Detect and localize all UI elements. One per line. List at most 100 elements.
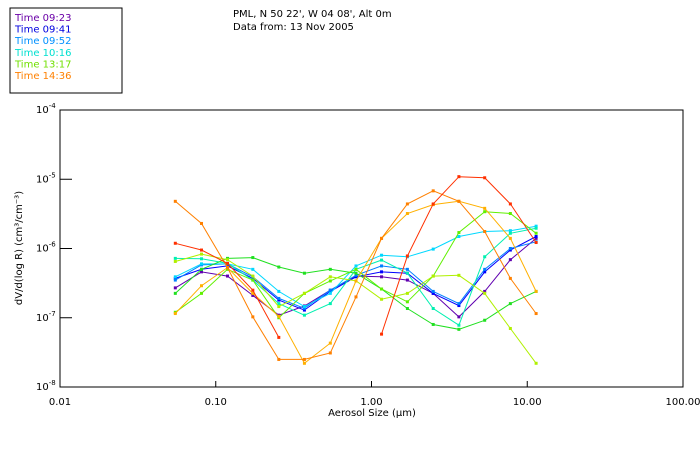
data-point: [354, 295, 358, 299]
data-point: [508, 302, 512, 306]
data-point: [328, 267, 332, 271]
x-axis-label: Aerosol Size (µm): [328, 408, 416, 419]
y-tick-exponent: -4: [49, 102, 57, 110]
data-point: [431, 291, 435, 295]
y-tick-exponent: -6: [49, 241, 57, 249]
data-point: [508, 202, 512, 206]
data-point: [508, 231, 512, 235]
data-point: [380, 258, 384, 262]
legend-entry: Time 14:36: [14, 71, 71, 82]
data-point: [277, 298, 281, 302]
data-point: [457, 323, 461, 327]
data-point: [405, 254, 409, 258]
data-point: [534, 231, 538, 235]
y-tick-exponent: -8: [49, 379, 56, 387]
x-tick-label: 0.10: [205, 397, 227, 408]
data-point: [405, 278, 409, 282]
data-point: [251, 267, 255, 271]
data-point: [199, 270, 203, 274]
data-point: [431, 189, 435, 193]
y-tick-base: 10: [36, 382, 49, 393]
data-point: [173, 199, 177, 203]
data-point: [251, 315, 255, 319]
data-point: [457, 304, 461, 308]
data-point: [457, 273, 461, 277]
data-point: [431, 247, 435, 251]
legend-entry: Time 10:16: [14, 48, 71, 59]
data-point: [354, 271, 358, 275]
data-point: [405, 300, 409, 304]
data-point: [251, 256, 255, 260]
header-date: Data from: 13 Nov 2005: [233, 22, 354, 33]
y-tick-exponent: -5: [49, 171, 56, 179]
data-point: [534, 226, 538, 230]
data-point: [405, 212, 409, 216]
data-point: [277, 305, 281, 309]
data-point: [328, 291, 332, 295]
data-point: [431, 274, 435, 278]
data-point: [534, 241, 538, 245]
data-point: [199, 257, 203, 261]
data-point: [277, 314, 281, 318]
data-point: [173, 241, 177, 245]
data-point: [483, 229, 487, 233]
legend-entry: Time 09:52: [14, 36, 71, 47]
data-point: [302, 361, 306, 365]
data-point: [173, 276, 177, 280]
data-point: [483, 267, 487, 271]
x-tick-label: 100.00: [666, 397, 700, 408]
data-point: [457, 175, 461, 179]
data-point: [173, 291, 177, 295]
data-point: [302, 308, 306, 312]
data-point: [534, 235, 538, 239]
y-tick-base: 10: [36, 313, 49, 324]
data-point: [483, 176, 487, 180]
data-point: [277, 296, 281, 300]
data-point: [199, 248, 203, 252]
data-point: [226, 274, 230, 278]
data-point: [483, 210, 487, 214]
data-point: [277, 302, 281, 306]
data-point: [380, 332, 384, 336]
y-axis-label: dV/d(log R) (cm³/cm⁻³): [14, 191, 25, 305]
data-point: [457, 315, 461, 319]
data-point: [380, 275, 384, 279]
data-point: [251, 293, 255, 297]
data-point: [431, 322, 435, 326]
data-point: [328, 288, 332, 292]
data-point: [302, 305, 306, 309]
data-point: [457, 199, 461, 203]
series-14-xx: [173, 199, 538, 365]
data-point: [380, 264, 384, 268]
data-point: [354, 264, 358, 268]
data-point: [226, 267, 230, 271]
axis-ticks: 0.01 0.10 1.00 10.00 100.0010-410-510-610-71…: [36, 102, 700, 408]
data-point: [251, 288, 255, 292]
x-tick-label: 0.01: [49, 397, 71, 408]
data-point: [199, 284, 203, 288]
data-point: [534, 312, 538, 316]
data-point: [483, 206, 487, 210]
data-point: [328, 351, 332, 355]
data-point: [483, 318, 487, 322]
data-point: [483, 289, 487, 293]
data-point: [173, 259, 177, 263]
data-point: [534, 236, 538, 240]
data-point: [380, 287, 384, 291]
data-point: [508, 229, 512, 233]
data-point: [380, 297, 384, 301]
data-point: [302, 271, 306, 275]
data-point: [328, 302, 332, 306]
data-point: [199, 221, 203, 225]
data-point: [405, 267, 409, 271]
data-point: [534, 289, 538, 293]
y-tick-label: 10-7: [36, 310, 56, 324]
data-point: [328, 279, 332, 283]
data-point: [251, 274, 255, 278]
data-point: [173, 256, 177, 260]
data-point: [199, 291, 203, 295]
y-tick-label: 10-6: [36, 241, 56, 255]
data-point: [534, 224, 538, 228]
data-point: [431, 289, 435, 293]
data-point: [173, 275, 177, 279]
